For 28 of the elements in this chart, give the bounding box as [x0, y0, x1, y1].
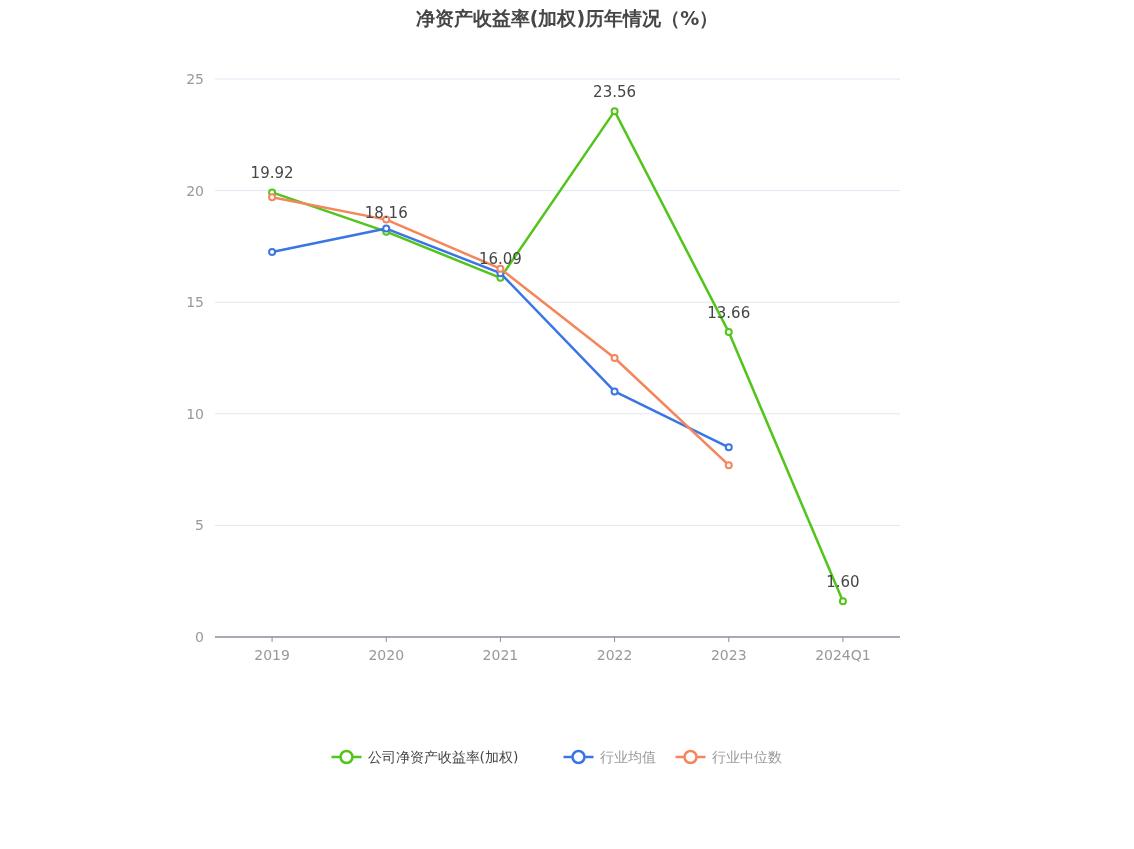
x-tick-label: 2023	[710, 647, 747, 663]
point	[610, 107, 619, 116]
point	[610, 387, 619, 396]
x-tick-label: 2019	[254, 647, 290, 663]
point	[724, 443, 733, 452]
data-label: 23.56	[593, 83, 637, 102]
y-tick-label: 25	[186, 71, 204, 87]
chart-title: 净资产收益率(加权)历年情况（%）	[415, 7, 719, 29]
x-tick-label: 2022	[596, 647, 633, 663]
point	[724, 461, 733, 470]
y-tick-label: 0	[195, 629, 204, 645]
point	[724, 328, 733, 337]
legend-label: 行业中位数	[711, 749, 782, 765]
point	[268, 247, 277, 256]
legend-label: 行业均值	[599, 749, 656, 765]
y-tick-label: 10	[186, 405, 204, 422]
data-label: 19.92	[250, 164, 294, 183]
y-tick-label: 5	[195, 517, 204, 534]
point	[838, 597, 847, 606]
data-label: 18.16	[364, 203, 408, 222]
x-tick-label: 2024Q1	[815, 647, 871, 663]
y-tick-label: 15	[186, 294, 204, 311]
x-tick-label: 2021	[482, 647, 519, 663]
legend-label: 公司净资产收益率(加权)	[367, 749, 519, 765]
y-tick-label: 20	[186, 182, 204, 199]
point	[610, 354, 619, 362]
x-tick-label: 2020	[368, 647, 405, 663]
point	[268, 193, 277, 202]
